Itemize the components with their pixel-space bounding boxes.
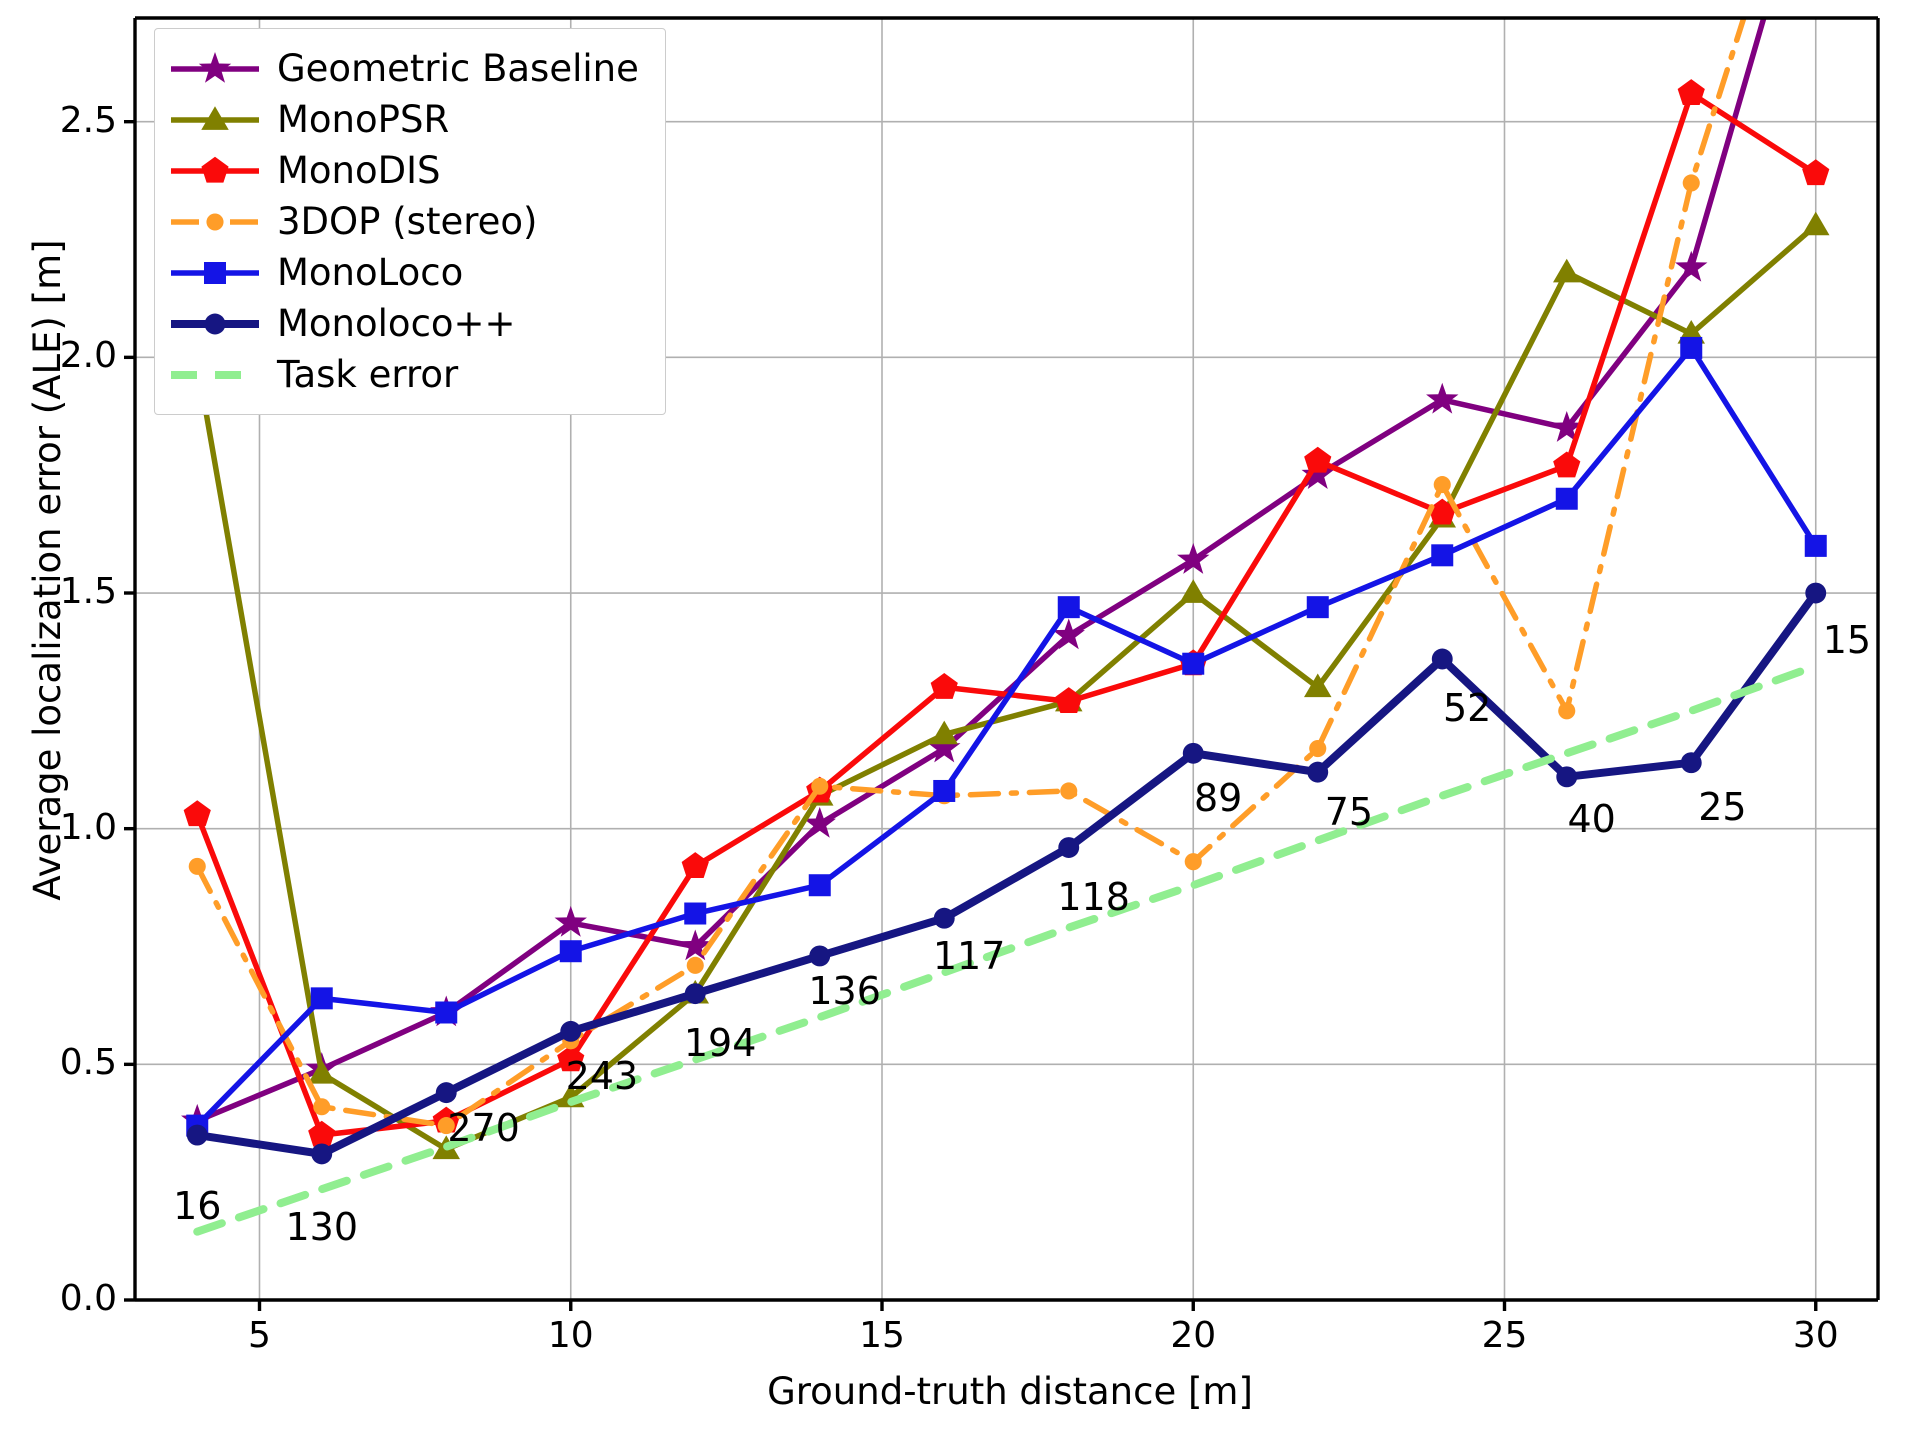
legend-swatch-icon [169, 202, 261, 242]
legend-item-label: MonoDIS [277, 149, 441, 192]
legend-item-geometric-baseline[interactable]: Geometric Baseline [169, 43, 639, 94]
x-axis-label: Ground-truth distance [m] [767, 1370, 1253, 1413]
legend-item-label: Monoloco++ [277, 302, 516, 345]
legend-item-monodis[interactable]: MonoDIS [169, 145, 639, 196]
legend-item-3dop-stereo[interactable]: 3DOP (stereo) [169, 196, 639, 247]
legend-item-task-error[interactable]: Task error [169, 349, 639, 400]
legend-item-monoloco[interactable]: Monoloco++ [169, 298, 639, 349]
legend-item-monoloco[interactable]: MonoLoco [169, 247, 639, 298]
legend-item-label: 3DOP (stereo) [277, 200, 538, 243]
legend-item-label: Task error [277, 353, 459, 396]
legend-item-label: Geometric Baseline [277, 47, 639, 90]
legend-swatch-icon [169, 49, 261, 89]
legend-swatch-icon [169, 100, 261, 140]
legend-swatch-icon [169, 253, 261, 293]
legend-item-monopsr[interactable]: MonoPSR [169, 94, 639, 145]
chart-legend[interactable]: Geometric Baseline MonoPSR MonoDIS 3DOP (st… [154, 28, 666, 415]
legend-swatch-icon [169, 151, 261, 191]
legend-swatch-icon [169, 304, 261, 344]
legend-item-label: MonoPSR [277, 98, 450, 141]
legend-swatch-icon [169, 355, 261, 395]
legend-item-label: MonoLoco [277, 251, 464, 294]
